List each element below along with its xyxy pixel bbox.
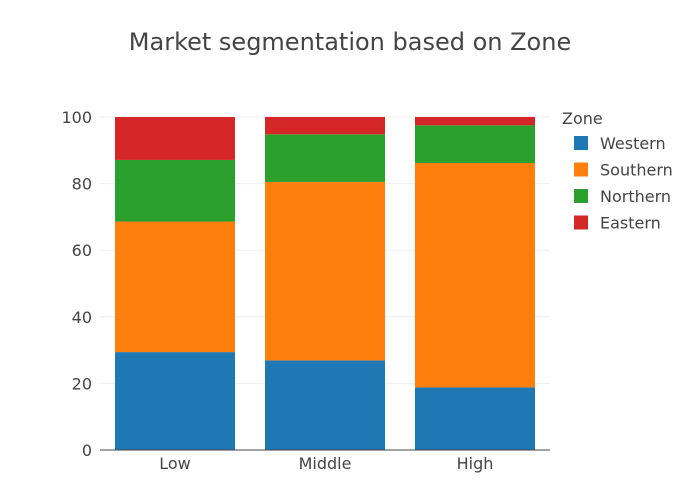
x-tick-label: High — [457, 454, 494, 473]
x-tick-label: Middle — [299, 454, 352, 473]
legend-label: Northern — [600, 187, 671, 206]
legend-item-southern[interactable]: Southern — [574, 161, 673, 180]
bar-southern-low[interactable] — [115, 221, 235, 353]
bar-northern-middle[interactable] — [265, 134, 385, 182]
legend-swatch — [574, 189, 588, 203]
legend-swatch — [574, 215, 588, 230]
chart-title: Market segmentation based on Zone — [129, 28, 571, 56]
y-tick-label: 0 — [82, 441, 92, 460]
y-tick-label: 20 — [72, 374, 92, 393]
legend[interactable]: Zone Western Southern Northern Eastern — [562, 109, 673, 233]
x-tick-label: Low — [159, 454, 191, 473]
bars[interactable] — [115, 117, 535, 450]
bar-southern-middle[interactable] — [265, 181, 385, 361]
legend-swatch — [574, 136, 588, 150]
bar-eastern-low[interactable] — [115, 117, 235, 160]
legend-item-northern[interactable]: Northern — [574, 187, 671, 206]
legend-title: Zone — [562, 109, 603, 128]
legend-item-eastern[interactable]: Eastern — [574, 214, 661, 233]
bar-northern-low[interactable] — [115, 159, 235, 222]
y-tick-label: 60 — [72, 241, 92, 260]
bar-eastern-high[interactable] — [415, 117, 535, 126]
legend-label: Southern — [600, 161, 673, 180]
y-tick-label: 80 — [72, 175, 92, 194]
y-tick-label: 100 — [61, 108, 92, 127]
axes: 0 20 40 60 80 100 Low Middle High — [61, 108, 550, 473]
bar-southern-high[interactable] — [415, 162, 535, 388]
legend-swatch — [574, 162, 588, 177]
legend-item-western[interactable]: Western — [574, 134, 666, 153]
legend-label: Western — [600, 134, 666, 153]
bar-western-middle[interactable] — [265, 360, 385, 450]
bar-western-low[interactable] — [115, 352, 235, 450]
legend-label: Eastern — [600, 214, 661, 233]
y-tick-label: 40 — [72, 308, 92, 327]
bar-western-high[interactable] — [415, 387, 535, 450]
bar-eastern-middle[interactable] — [265, 117, 385, 135]
bar-northern-high[interactable] — [415, 125, 535, 163]
